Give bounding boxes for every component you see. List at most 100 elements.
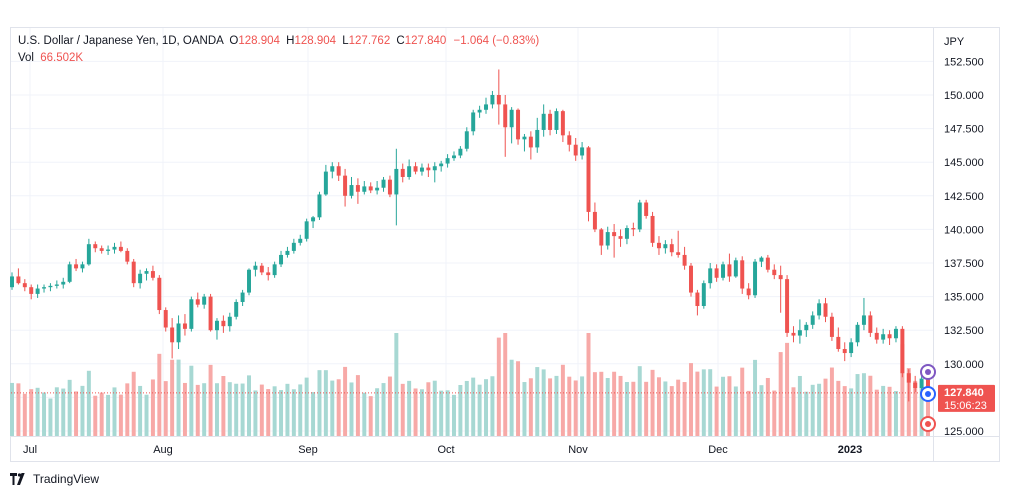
volume-bar — [650, 369, 655, 436]
volume-bar — [733, 386, 738, 436]
low-key: L — [342, 35, 349, 47]
volume-bar — [484, 379, 488, 436]
candle-body — [106, 249, 111, 251]
candle-body — [285, 250, 290, 255]
price-tick-label: 152.500 — [944, 56, 984, 68]
volume-bar — [202, 383, 207, 436]
volume-key[interactable]: Vol — [18, 52, 34, 64]
candle-body — [279, 254, 284, 265]
candle-body — [54, 284, 59, 286]
candle-body — [644, 202, 649, 216]
volume-bar — [336, 379, 341, 436]
price-tick-label: 140.000 — [944, 224, 984, 236]
volume-bar — [170, 359, 175, 436]
volume-bar — [663, 381, 668, 436]
volume-bar — [99, 392, 104, 436]
volume-bar — [106, 394, 111, 436]
countdown-label: 15:06:23 — [944, 400, 987, 412]
candle-body — [605, 232, 610, 246]
candle-body — [42, 287, 47, 289]
earnings-event-icon[interactable] — [920, 416, 936, 432]
time-tick-label: Jul — [23, 444, 37, 456]
chart-frame[interactable] — [10, 27, 1000, 462]
candle-body — [842, 349, 847, 354]
candle-body — [548, 113, 553, 130]
candle-body — [765, 257, 770, 270]
volume-bar — [919, 380, 924, 436]
candle-body — [637, 202, 642, 230]
price-tick-label: 147.500 — [944, 124, 984, 136]
price-tick-label: 137.500 — [944, 258, 984, 270]
lightning-event-icon[interactable] — [920, 364, 936, 380]
volume-bar — [176, 359, 181, 436]
candle-body — [496, 95, 501, 105]
candle-body — [445, 158, 450, 164]
volume-bar — [913, 380, 918, 436]
tradingview-logo[interactable]: TradingView — [10, 472, 99, 486]
candle-body — [919, 378, 924, 388]
candle-body — [125, 250, 130, 262]
volume-bar — [605, 378, 610, 436]
volume-bar — [573, 380, 578, 436]
candle-body — [868, 315, 873, 333]
candle-body — [375, 187, 380, 191]
volume-bar — [791, 387, 796, 436]
volume-bar — [900, 344, 905, 436]
volume-bar — [86, 370, 91, 436]
volume-bar — [528, 378, 533, 436]
price-tick-label: 145.000 — [944, 157, 984, 169]
volume-bar — [330, 380, 335, 436]
last-price-label: 127.840 — [944, 387, 984, 399]
volume-bar — [701, 369, 706, 436]
volume-bar — [221, 376, 226, 436]
volume-bar — [304, 377, 309, 436]
candle-body — [317, 194, 322, 218]
volume-bar — [727, 376, 732, 436]
candle-body — [624, 228, 629, 239]
candle-body — [893, 328, 898, 339]
volume-bar — [131, 371, 136, 436]
price-tick-label: 125.000 — [944, 426, 984, 438]
globe-event-icon[interactable] — [920, 386, 936, 402]
candle-body — [804, 324, 809, 331]
candle-body — [394, 168, 399, 195]
volume-bar — [656, 377, 661, 436]
candle-body — [829, 316, 834, 337]
candle-body — [163, 310, 168, 328]
candle-body — [554, 111, 559, 130]
price-axis: JPY 152.500 150.000 147.500 145.000 142.500 14… — [944, 36, 984, 438]
volume-bar — [285, 383, 290, 436]
volume-bar — [208, 364, 213, 436]
symbol-title[interactable]: U.S. Dollar / Japanese Yen, 1D, OANDA — [18, 35, 224, 47]
volume-bar — [765, 377, 770, 436]
volume-bar — [317, 370, 322, 436]
candle-body — [189, 299, 194, 329]
candle-body — [144, 271, 149, 274]
candle-body — [791, 332, 796, 336]
volume-bar — [829, 367, 834, 436]
volume-bar — [516, 361, 521, 436]
volume-bar — [355, 375, 360, 436]
volume-bar — [926, 379, 930, 436]
candle-body — [592, 211, 597, 230]
volume-bar — [778, 352, 783, 436]
candle-body — [663, 244, 668, 249]
volume-bar — [810, 384, 815, 436]
volume-bar — [695, 371, 700, 436]
volume-bar — [509, 359, 514, 436]
candle-body — [708, 268, 713, 284]
candle-body — [926, 378, 930, 393]
volume-bar — [714, 386, 719, 436]
volume-bar — [631, 381, 636, 436]
candle-body — [464, 131, 469, 149]
candle-body — [772, 269, 777, 276]
volume-bar — [676, 379, 681, 436]
candle-body — [253, 265, 258, 270]
price-tick-label: 130.000 — [944, 359, 984, 371]
volume-bar — [612, 371, 617, 436]
candle-body — [874, 332, 879, 340]
candle-body — [99, 248, 104, 251]
low-value: 127.762 — [348, 35, 391, 47]
volume-bar — [16, 383, 21, 436]
